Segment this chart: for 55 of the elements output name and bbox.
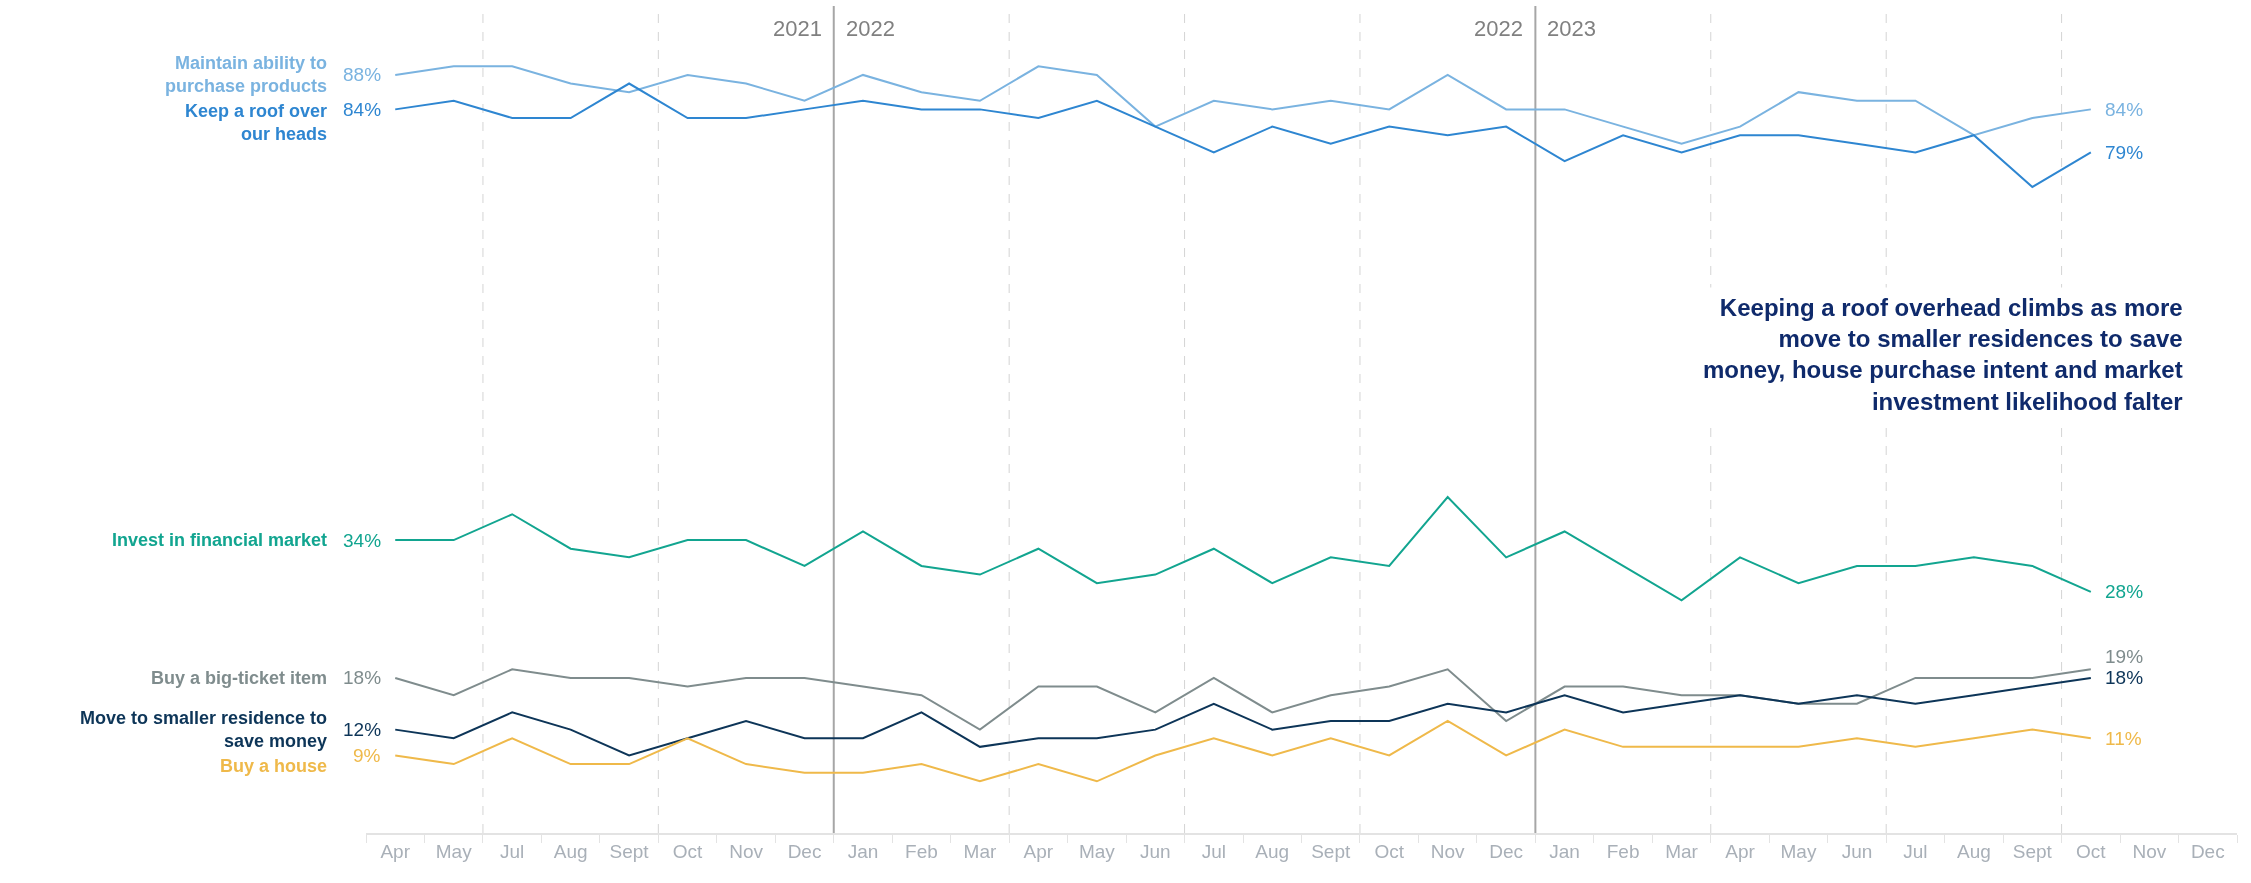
data-label: 79% bbox=[2105, 142, 2144, 163]
data-label: 88% bbox=[343, 64, 382, 85]
x-tick-label: Apr bbox=[1725, 840, 1756, 862]
annotation: 2023 bbox=[1547, 16, 1596, 41]
x-tick-label: Dec bbox=[1489, 840, 1524, 862]
x-tick-label: Apr bbox=[380, 840, 411, 862]
x-tick-label: Jun bbox=[1841, 840, 1873, 862]
x-tick-label: Oct bbox=[672, 840, 704, 862]
data-label: 18% bbox=[2105, 667, 2144, 688]
x-tick-label: Jan bbox=[1549, 840, 1580, 862]
annotation: Keeping a roof overhead climbs as more move to smaller residences to save money, house purchase intent and market investment likelihood falter bbox=[1703, 294, 2183, 415]
data-label: 12% bbox=[343, 719, 382, 740]
x-tick-label: Aug bbox=[1255, 840, 1290, 862]
data-label: 84% bbox=[2105, 99, 2144, 120]
text: Keep a roof over our heads bbox=[185, 101, 328, 145]
data-label: 18% bbox=[343, 667, 382, 688]
x-tick-label: Feb bbox=[905, 840, 938, 862]
x-tick-label: Jul bbox=[1201, 840, 1226, 862]
text: Buy a house bbox=[220, 756, 328, 776]
data-label: 9% bbox=[353, 745, 381, 766]
data-label: 34% bbox=[343, 530, 382, 551]
data-label: 84% bbox=[343, 99, 382, 120]
x-tick-label: Nov bbox=[2132, 840, 2167, 862]
x-tick-label: Nov bbox=[1430, 840, 1466, 862]
x-tick-label: Jul bbox=[1903, 840, 1928, 862]
data-label: 28% bbox=[2105, 581, 2144, 602]
annotation: 2022 bbox=[846, 16, 895, 41]
annotation: 2022 bbox=[1474, 16, 1523, 41]
x-tick-label: Oct bbox=[2076, 840, 2107, 862]
x-tick-label: Jan bbox=[847, 840, 879, 862]
x-tick-label: May bbox=[1780, 840, 1817, 862]
text: Buy a big-ticket item bbox=[151, 668, 328, 688]
annotation: 2021 bbox=[773, 16, 822, 41]
x-tick-label: Mar bbox=[1665, 840, 1699, 862]
text: Invest in financial market bbox=[112, 530, 328, 550]
x-tick-label: Mar bbox=[963, 840, 997, 862]
x-tick-label: Oct bbox=[1374, 840, 1405, 862]
text: Maintain ability to purchase products bbox=[165, 53, 328, 97]
data-label: 19% bbox=[2105, 646, 2144, 667]
data-label: 11% bbox=[2105, 728, 2142, 749]
x-tick-label: Sept bbox=[2012, 840, 2053, 862]
x-tick-label: Jun bbox=[1140, 840, 1171, 862]
x-tick-label: Aug bbox=[553, 840, 588, 862]
text: Move to smaller residence to save money bbox=[80, 708, 328, 752]
x-tick-label: May bbox=[1078, 840, 1116, 862]
x-tick-label: May bbox=[435, 840, 473, 862]
x-tick-label: Dec bbox=[2190, 840, 2225, 862]
x-tick-label: Dec bbox=[787, 840, 822, 862]
x-tick-label: Apr bbox=[1023, 840, 1054, 862]
x-tick-label: Sept bbox=[609, 840, 650, 862]
x-tick-label: Feb bbox=[1606, 840, 1640, 862]
x-tick-label: Nov bbox=[729, 840, 764, 862]
x-tick-label: Sept bbox=[1311, 840, 1351, 862]
x-tick-label: Jul bbox=[500, 840, 525, 862]
x-tick-label: Aug bbox=[1956, 840, 1991, 862]
